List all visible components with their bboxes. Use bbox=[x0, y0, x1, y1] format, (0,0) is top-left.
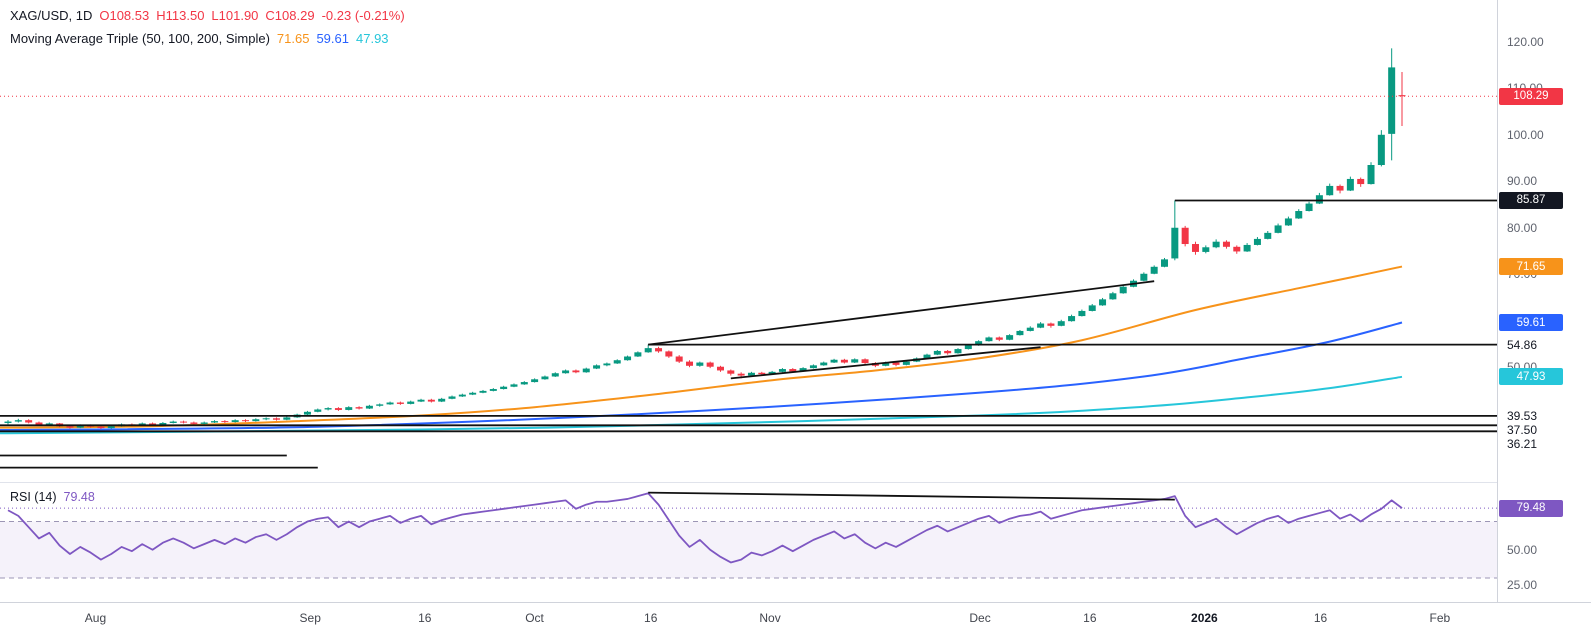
symbol-title[interactable]: XAG/USD, 1D bbox=[10, 8, 93, 23]
rsi-trend-line[interactable] bbox=[648, 491, 1175, 501]
time-axis[interactable]: Aug Sep 16 Oct 16 Nov Dec 16 2026 16 Feb bbox=[0, 602, 1591, 642]
ma-indicator-legend[interactable]: Moving Average Triple (50, 100, 200, Sim… bbox=[10, 31, 389, 46]
price-axis-label: 90.00 bbox=[1507, 174, 1538, 189]
price-level-label: 54.86 bbox=[1507, 337, 1538, 352]
price-axis-label: 100.00 bbox=[1507, 127, 1544, 142]
time-axis-label: 2026 bbox=[1191, 611, 1218, 625]
ohlc-close: C108.29 bbox=[265, 8, 315, 23]
rsi-axis-label: 50.00 bbox=[1507, 542, 1538, 557]
ma50-value: 71.65 bbox=[276, 31, 310, 46]
price-level-label: 37.50 bbox=[1507, 422, 1538, 437]
time-axis-label: Aug bbox=[84, 611, 107, 625]
rsi-band-fill bbox=[0, 521, 1497, 578]
rsi-line[interactable] bbox=[7, 492, 1403, 564]
price-axis-badge: 59.61 bbox=[1499, 314, 1563, 332]
rsi-current-value: 79.48 bbox=[63, 490, 95, 504]
price-level-label: 36.21 bbox=[1507, 436, 1538, 451]
ohlc-high: H113.50 bbox=[156, 8, 205, 23]
ma-line-sma-200[interactable] bbox=[0, 375, 1403, 435]
ma-indicator-title[interactable]: Moving Average Triple (50, 100, 200, Sim… bbox=[10, 31, 270, 46]
ma100-value: 59.61 bbox=[316, 31, 349, 46]
price-axis-label: 80.00 bbox=[1507, 220, 1538, 235]
rsi-axis-badge: 79.48 bbox=[1499, 499, 1563, 517]
moving-averages-layer bbox=[0, 265, 1403, 435]
ohlc-low: L101.90 bbox=[211, 8, 259, 23]
rsi-pane[interactable] bbox=[0, 482, 1497, 602]
symbol-legend[interactable]: XAG/USD, 1D O108.53 H113.50 L101.90 C108… bbox=[10, 8, 405, 23]
time-axis-label: 16 bbox=[1313, 611, 1328, 625]
rsi-axis-label: 25.00 bbox=[1507, 578, 1538, 593]
price-axis-badge: 47.93 bbox=[1499, 368, 1563, 386]
rsi-indicator-title[interactable]: RSI (14) bbox=[10, 490, 57, 504]
time-axis-label: Feb bbox=[1429, 611, 1451, 625]
time-axis-label: Nov bbox=[759, 611, 781, 625]
pane-separator[interactable] bbox=[0, 482, 1591, 483]
time-axis-label: Oct bbox=[525, 611, 544, 625]
price-axis-label: 120.00 bbox=[1507, 34, 1544, 49]
price-axis-badge: 85.87 bbox=[1499, 191, 1563, 209]
ma-line-sma-100[interactable] bbox=[0, 321, 1403, 432]
rsi-indicator-legend[interactable]: RSI (14) 79.48 bbox=[10, 490, 95, 504]
price-change: -0.23 (-0.21%) bbox=[321, 8, 405, 23]
price-axis-badge: 71.65 bbox=[1499, 258, 1563, 276]
price-axis[interactable]: 120.00110.00100.0090.0080.0070.0050.0054… bbox=[1497, 0, 1591, 642]
ohlc-open: O108.53 bbox=[99, 8, 150, 23]
time-axis-label: Sep bbox=[299, 611, 321, 625]
time-axis-label: 16 bbox=[418, 611, 432, 625]
time-axis-label: 16 bbox=[1083, 611, 1097, 625]
time-axis-label: 16 bbox=[644, 611, 658, 625]
ma200-value: 47.93 bbox=[356, 31, 389, 46]
price-axis-badge: 108.29 bbox=[1499, 87, 1563, 105]
time-axis-label: Dec bbox=[969, 611, 991, 625]
price-pane[interactable] bbox=[0, 0, 1497, 482]
trend-lines-layer[interactable] bbox=[0, 199, 1497, 469]
candles-layer[interactable] bbox=[4, 48, 1406, 430]
price-level-label: 39.53 bbox=[1507, 408, 1538, 423]
